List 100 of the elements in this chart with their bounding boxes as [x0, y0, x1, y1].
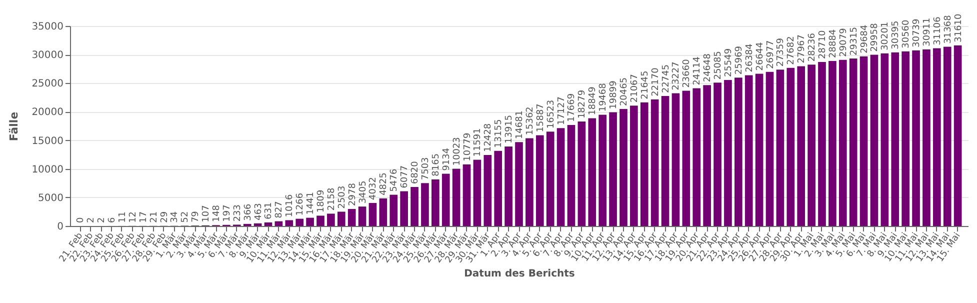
- data-label: 25085: [714, 51, 724, 80]
- bar: [578, 122, 586, 226]
- bar: [797, 66, 806, 226]
- data-label: 6077: [400, 165, 410, 188]
- data-label: 24648: [703, 53, 714, 82]
- bar: [640, 102, 648, 226]
- data-label: 2158: [326, 187, 337, 211]
- bar: [912, 50, 920, 226]
- data-label: 31106: [932, 16, 943, 46]
- data-label: 9134: [442, 148, 452, 171]
- bar: [462, 164, 471, 226]
- data-label: 34: [170, 211, 180, 223]
- bar: [588, 118, 596, 226]
- bar: [808, 64, 816, 226]
- bar: [880, 53, 889, 226]
- data-label: 21645: [640, 70, 650, 100]
- bar: [337, 212, 346, 226]
- bar: [515, 142, 523, 226]
- data-label: 79: [191, 210, 202, 223]
- bar: [849, 58, 858, 226]
- bar: [922, 49, 930, 226]
- data-label: 30395: [891, 20, 902, 50]
- data-label: 13915: [504, 114, 515, 144]
- bar: [870, 54, 878, 226]
- data-label: 17: [138, 211, 149, 223]
- bar: [348, 208, 356, 226]
- bar: [390, 194, 398, 226]
- data-label: 19899: [609, 80, 620, 110]
- y-tick-label: 0: [57, 222, 64, 232]
- bar: [556, 128, 565, 226]
- bar: [954, 45, 962, 226]
- bar: [274, 221, 283, 226]
- data-label: 17669: [567, 93, 578, 122]
- data-label: 19468: [598, 82, 609, 112]
- y-tick-label: 25000: [32, 78, 64, 90]
- data-label: 12428: [484, 123, 494, 152]
- bar: [410, 187, 418, 226]
- data-label: 107: [202, 205, 212, 222]
- bar: [421, 183, 429, 226]
- data-label: 11591: [473, 128, 484, 157]
- bar: [494, 150, 502, 226]
- bar: [484, 154, 492, 226]
- data-label: 10779: [462, 132, 473, 162]
- bar: [734, 78, 742, 226]
- data-label: 6: [108, 216, 118, 223]
- data-label: 29684: [860, 24, 870, 54]
- data-label: 52: [180, 211, 191, 223]
- data-label: 15887: [536, 104, 546, 132]
- data-label: 7503: [420, 157, 431, 180]
- bar: [609, 112, 617, 226]
- data-label: 2978: [348, 182, 358, 206]
- data-label: 4825: [379, 172, 390, 196]
- bar: [442, 174, 450, 226]
- y-tick-label: 30000: [32, 50, 64, 62]
- bar: [368, 202, 377, 226]
- data-label: 28710: [818, 30, 828, 59]
- data-label: 31610: [954, 13, 964, 42]
- bar: [536, 135, 544, 226]
- data-label: 16523: [546, 100, 556, 129]
- data-label: 21: [149, 211, 160, 223]
- y-tick-label: 35000: [32, 22, 64, 32]
- data-label: 14681: [515, 110, 525, 140]
- bar: [452, 168, 460, 226]
- data-label: 4032: [368, 177, 379, 200]
- bar: [650, 99, 659, 226]
- bar: [264, 222, 272, 226]
- bar: [358, 206, 366, 226]
- bar: [860, 56, 868, 226]
- data-label: 30560: [902, 19, 912, 48]
- bar: [327, 214, 335, 226]
- bar: [682, 90, 690, 226]
- bar: [546, 132, 554, 226]
- data-label: 197: [222, 204, 232, 222]
- data-label: 3405: [358, 180, 368, 204]
- bar: [285, 220, 294, 226]
- data-label: 463: [254, 203, 264, 220]
- data-label: 11: [118, 211, 128, 223]
- bar: [933, 48, 941, 226]
- data-label: 29958: [870, 22, 880, 52]
- data-label: 827: [274, 201, 285, 218]
- bar: [567, 125, 576, 226]
- bar: [630, 106, 638, 226]
- y-tick-label: 15000: [32, 136, 64, 147]
- data-label: 1441: [306, 192, 316, 215]
- bar: [504, 146, 512, 226]
- bar: [296, 218, 304, 226]
- bar: [943, 46, 952, 226]
- data-label: 5476: [390, 168, 400, 192]
- data-label: 26977: [766, 40, 776, 69]
- bar: [254, 223, 262, 226]
- data-label: 22170: [650, 67, 661, 96]
- data-label: 2: [86, 217, 97, 223]
- data-label: 22745: [661, 64, 672, 94]
- y-axis-title: Fälle: [8, 112, 21, 142]
- data-label: 27967: [797, 34, 808, 64]
- y-tick-label: 10000: [32, 164, 64, 176]
- data-label: 27682: [786, 36, 797, 65]
- data-label: 27359: [776, 38, 786, 67]
- data-label: 23660: [682, 58, 692, 88]
- bar: [902, 51, 910, 226]
